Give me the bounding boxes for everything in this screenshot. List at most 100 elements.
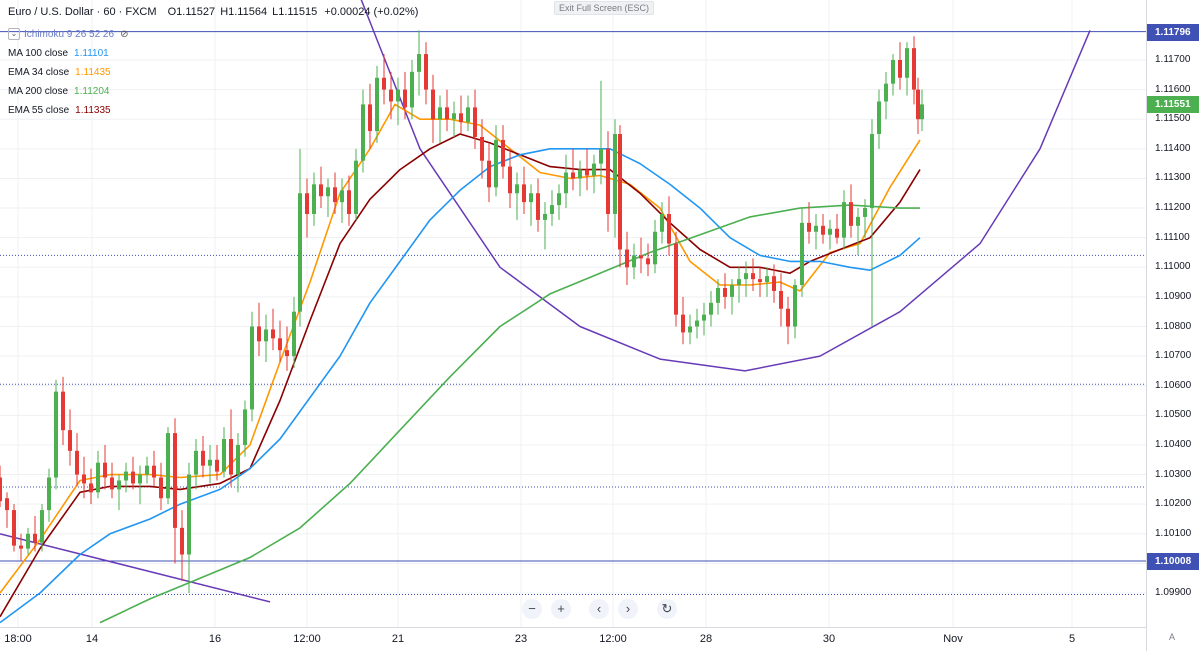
reset-chart-button[interactable]: ↻ bbox=[657, 599, 677, 619]
candle-body bbox=[452, 113, 456, 120]
candle-body bbox=[702, 314, 706, 321]
auto-scale-button[interactable]: A bbox=[1168, 632, 1175, 642]
candle-body bbox=[26, 533, 30, 549]
candle-body bbox=[145, 465, 149, 475]
y-tick-label: 1.11600 bbox=[1155, 83, 1191, 95]
candle-body bbox=[110, 477, 114, 490]
candle bbox=[758, 267, 762, 297]
candle bbox=[508, 148, 512, 209]
candle bbox=[47, 468, 51, 522]
candle bbox=[920, 89, 924, 132]
candle-body bbox=[646, 258, 650, 265]
candle-body bbox=[312, 184, 316, 214]
candle bbox=[625, 231, 629, 286]
candle bbox=[515, 172, 519, 220]
candle-body bbox=[508, 166, 512, 194]
candle bbox=[340, 178, 344, 223]
scroll-right-button[interactable]: › bbox=[618, 599, 638, 619]
x-tick-label: 16 bbox=[208, 633, 222, 645]
legend-row-ichimoku[interactable]: ⌄ Ichimoku 9 26 52 26 ⊘ bbox=[8, 25, 128, 44]
candle bbox=[445, 89, 449, 132]
candle-body bbox=[382, 77, 386, 90]
x-tick-label: Nov bbox=[943, 633, 963, 645]
candle bbox=[898, 42, 902, 90]
candle-body bbox=[758, 279, 762, 283]
level-price-badge: 1.11796 bbox=[1147, 23, 1199, 41]
high-value: H1.11564 bbox=[220, 6, 268, 18]
candle bbox=[646, 243, 650, 277]
legend-value: 1.11435 bbox=[75, 67, 111, 78]
open-value: O1.11527 bbox=[167, 6, 216, 18]
candle bbox=[278, 320, 282, 363]
candle bbox=[159, 462, 163, 511]
legend-row-ma200[interactable]: MA 200 close 1.11204 bbox=[8, 82, 128, 101]
candle-body bbox=[47, 477, 51, 511]
candle bbox=[571, 148, 575, 191]
candle bbox=[821, 213, 825, 244]
candle-body bbox=[856, 216, 860, 226]
level-price-badge: 1.10008 bbox=[1147, 553, 1199, 571]
candle bbox=[800, 208, 804, 297]
candle-body bbox=[417, 54, 421, 72]
candle bbox=[103, 444, 107, 490]
candle-body bbox=[187, 474, 191, 555]
candle-body bbox=[340, 190, 344, 203]
candle bbox=[215, 444, 219, 481]
candle-body bbox=[536, 193, 540, 220]
candle bbox=[751, 258, 755, 291]
legend-row-ema34[interactable]: EMA 34 close 1.11435 bbox=[8, 63, 128, 82]
y-tick-label: 1.11100 bbox=[1155, 231, 1190, 243]
zoom-out-button[interactable]: − bbox=[522, 599, 542, 619]
candle-body bbox=[257, 326, 261, 342]
candle-body bbox=[592, 163, 596, 176]
candle bbox=[772, 264, 776, 303]
candle bbox=[389, 71, 393, 120]
legend-row-ema55[interactable]: EMA 55 close 1.11335 bbox=[8, 101, 128, 120]
series-line bbox=[99, 204, 920, 624]
time-axis[interactable]: 18:00 14 16 12:00 21 23 12:00 28 30 Nov 5 bbox=[0, 627, 1146, 651]
candle bbox=[667, 196, 671, 256]
x-tick-label: 23 bbox=[514, 633, 528, 645]
candle bbox=[354, 148, 358, 220]
price-axis[interactable]: 1.099001.100001.101001.102001.103001.104… bbox=[1146, 0, 1199, 651]
candle-body bbox=[613, 134, 617, 214]
y-tick-label: 1.09900 bbox=[1155, 587, 1192, 598]
candle bbox=[660, 202, 664, 244]
candle-body bbox=[194, 450, 198, 475]
candle bbox=[396, 77, 400, 126]
candle-body bbox=[333, 187, 337, 203]
candle-body bbox=[298, 193, 302, 312]
scroll-left-button[interactable]: ‹ bbox=[589, 599, 609, 619]
legend-row-ma100[interactable]: MA 100 close 1.11101 bbox=[8, 44, 128, 63]
candle-body bbox=[68, 430, 72, 451]
candle bbox=[674, 231, 678, 327]
zoom-in-button[interactable]: + bbox=[551, 599, 571, 619]
candle-body bbox=[793, 285, 797, 327]
candle-body bbox=[54, 391, 58, 478]
collapse-icon[interactable]: ⌄ bbox=[8, 28, 20, 41]
candle-body bbox=[208, 459, 212, 466]
candle bbox=[480, 119, 484, 179]
candle bbox=[613, 119, 617, 238]
exit-fullscreen-button[interactable]: Exit Full Screen (ESC) bbox=[554, 1, 655, 15]
candle bbox=[452, 101, 456, 137]
candle-body bbox=[674, 243, 678, 315]
eye-off-icon[interactable]: ⊘ bbox=[120, 29, 129, 40]
candle bbox=[292, 296, 296, 368]
candle bbox=[26, 527, 30, 555]
candle-body bbox=[215, 459, 219, 472]
candle bbox=[229, 409, 233, 487]
candle bbox=[501, 125, 505, 179]
candle bbox=[152, 450, 156, 487]
y-tick-label: 1.11200 bbox=[1155, 202, 1191, 214]
candle-body bbox=[326, 187, 330, 197]
y-tick-label: 1.10200 bbox=[1155, 498, 1192, 510]
candle bbox=[473, 89, 477, 149]
candle-body bbox=[522, 184, 526, 203]
candle-body bbox=[529, 193, 533, 203]
price-chart[interactable] bbox=[0, 0, 1146, 627]
candle bbox=[912, 36, 916, 105]
candle-body bbox=[501, 139, 505, 167]
candle bbox=[40, 504, 44, 552]
candle-body bbox=[117, 480, 121, 490]
